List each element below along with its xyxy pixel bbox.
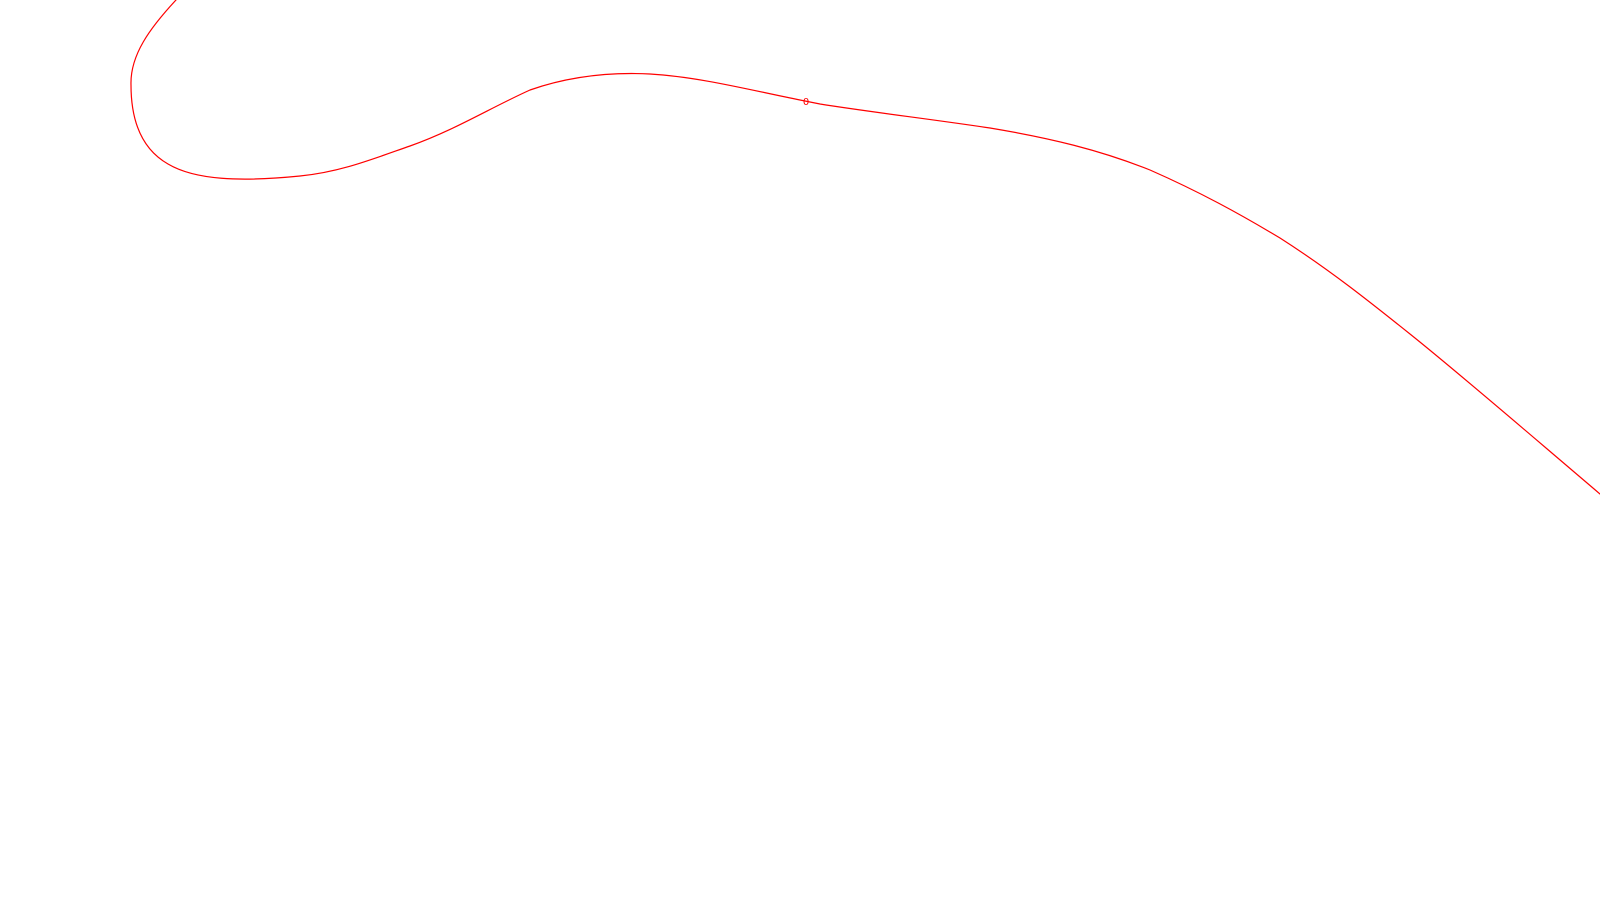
curve-value-label: 0 — [803, 97, 809, 108]
red-curve-line — [130, 0, 1600, 495]
